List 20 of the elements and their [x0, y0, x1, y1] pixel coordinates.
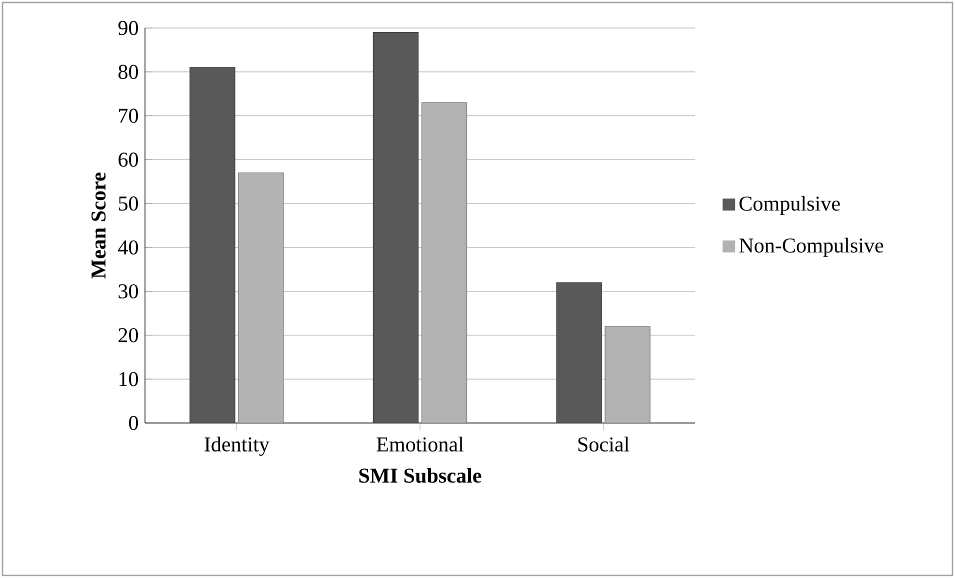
y-tick-label: 90 [118, 20, 138, 36]
y-tick-label: 50 [118, 196, 138, 211]
y-tick-label: 0 [129, 416, 138, 430]
y-tick-label: 70 [119, 108, 138, 123]
y-tick-label: 80 [118, 64, 138, 79]
y-tick-label: 10 [120, 372, 138, 386]
bar [556, 282, 602, 423]
legend-label: Non-Compulsive [739, 238, 884, 257]
bar [190, 67, 236, 423]
x-tick-label: Identity [204, 436, 270, 456]
y-axis-title: Mean Score [91, 172, 106, 279]
y-tick-label: 30 [118, 284, 138, 298]
bar [372, 32, 419, 423]
legend-label: Compulsive [739, 196, 840, 216]
x-axis-title: SMI Subscale [359, 468, 482, 483]
y-tick-label: 60 [118, 152, 138, 167]
x-tick-label: Social [578, 436, 630, 452]
x-tick-label: Emotional [376, 436, 464, 452]
y-tick-label: 20 [118, 328, 138, 342]
y-tick-label: 40 [118, 240, 138, 255]
